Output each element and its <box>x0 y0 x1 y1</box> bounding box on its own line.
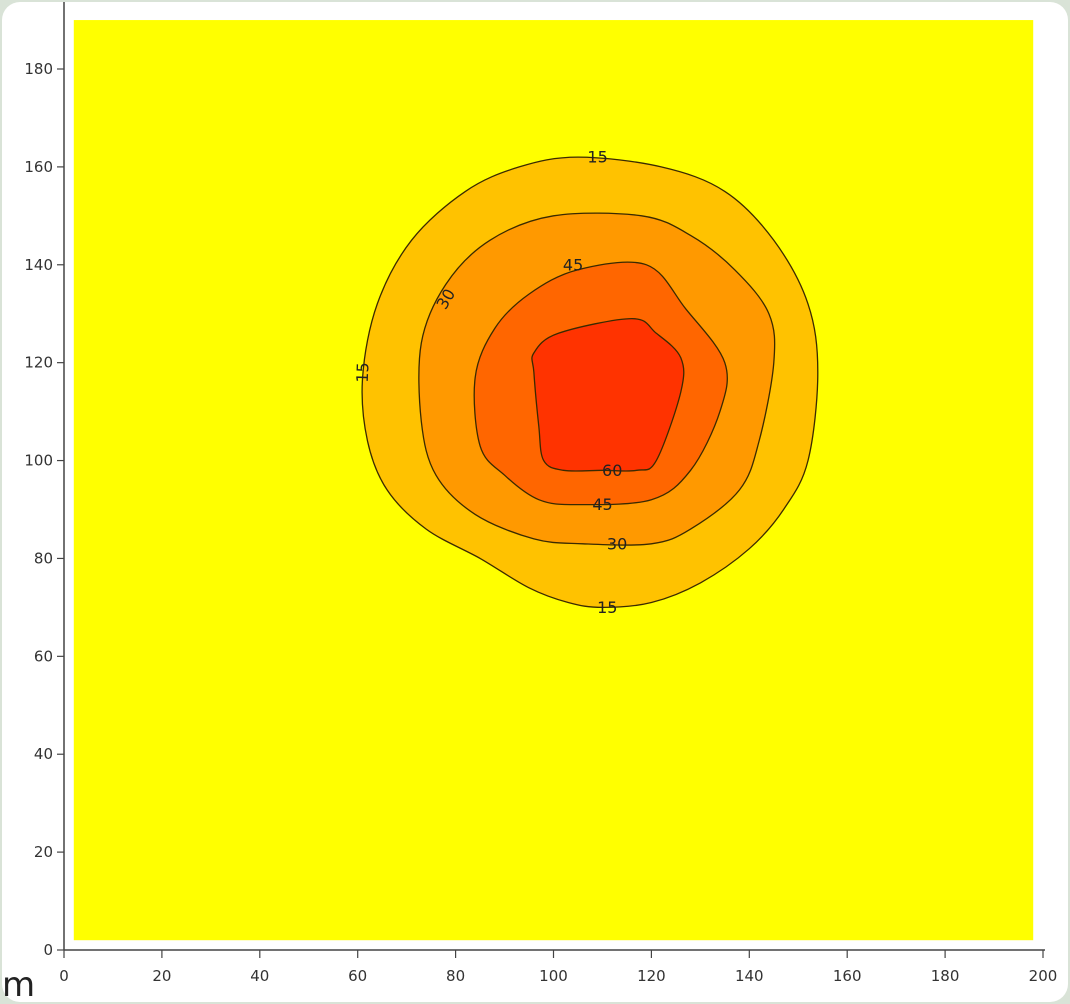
contour-level-60 <box>532 319 684 471</box>
y-tick-label: 120 <box>24 354 53 372</box>
contour-label-group: 15 <box>594 598 620 617</box>
contour-label-group: 60 <box>599 461 625 480</box>
x-tick-label: 100 <box>539 967 568 985</box>
y-tick-label: 20 <box>34 843 53 861</box>
x-tick-label: 40 <box>250 967 269 985</box>
y-tick-label: 160 <box>24 158 53 176</box>
x-tick-label: 80 <box>446 967 465 985</box>
x-tick-label: 20 <box>152 967 171 985</box>
unit-label: m <box>2 965 35 1004</box>
contour-label: 30 <box>607 534 627 553</box>
x-tick-label: 160 <box>833 967 862 985</box>
contour-label-group: 15 <box>353 359 373 386</box>
y-tick-label: 140 <box>24 256 53 274</box>
contour-label-group: 45 <box>590 495 616 514</box>
contour-label: 45 <box>563 255 583 274</box>
contour-label-group: 45 <box>560 255 586 274</box>
contour-label-group: 15 <box>585 148 611 167</box>
y-tick-label: 0 <box>43 941 53 959</box>
x-tick-label: 120 <box>637 967 666 985</box>
x-tick-label: 0 <box>59 967 69 985</box>
x-tick-label: 200 <box>1029 967 1058 985</box>
y-tick-label: 40 <box>34 745 53 763</box>
contour-label: 15 <box>587 148 607 167</box>
contour-label: 15 <box>353 362 373 383</box>
contour-label: 15 <box>597 598 617 617</box>
x-tick-label: 180 <box>931 967 960 985</box>
contour-label: 45 <box>592 495 612 514</box>
x-tick-label: 60 <box>348 967 367 985</box>
y-tick-label: 100 <box>24 452 53 470</box>
y-tick-label: 60 <box>34 647 53 665</box>
y-tick-label: 80 <box>34 549 53 567</box>
y-tick-label: 180 <box>24 60 53 78</box>
contour-label-group: 30 <box>604 534 630 553</box>
x-tick-label: 140 <box>735 967 764 985</box>
contour-label: 60 <box>602 461 622 480</box>
